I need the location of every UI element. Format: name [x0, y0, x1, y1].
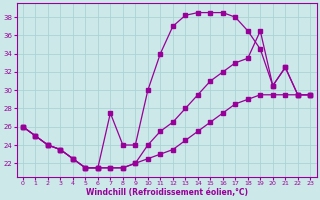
- X-axis label: Windchill (Refroidissement éolien,°C): Windchill (Refroidissement éolien,°C): [85, 188, 248, 197]
